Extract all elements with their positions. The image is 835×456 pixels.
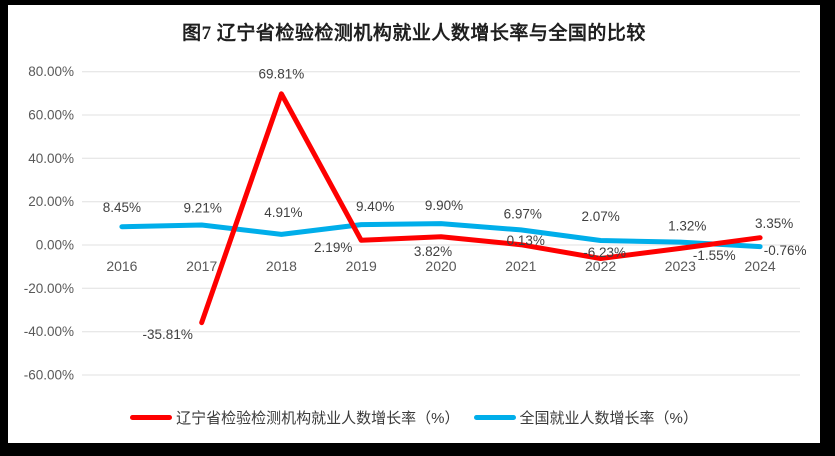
legend: 辽宁省检验检测机构就业人数增长率（%） 全国就业人数增长率（%） bbox=[8, 407, 820, 428]
y-tick-label: 0.00% bbox=[36, 238, 74, 253]
x-tick-label: 2020 bbox=[425, 258, 456, 274]
data-label: -35.81% bbox=[143, 327, 193, 342]
x-tick-label: 2017 bbox=[186, 258, 217, 274]
chart-title: 图7 辽宁省检验检测机构就业人数增长率与全国的比较 bbox=[182, 23, 646, 44]
data-label: 3.35% bbox=[755, 216, 793, 231]
data-label: 9.21% bbox=[184, 201, 222, 216]
legend-label-liaoning: 辽宁省检验检测机构就业人数增长率（%） bbox=[176, 410, 460, 427]
legend-item-liaoning: 辽宁省检验检测机构就业人数增长率（%） bbox=[130, 407, 460, 428]
data-label: 8.45% bbox=[103, 200, 141, 215]
data-label: 69.81% bbox=[259, 66, 305, 81]
data-label: 0.13% bbox=[507, 233, 545, 248]
data-label: 2.07% bbox=[581, 209, 619, 224]
x-tick-label: 2019 bbox=[346, 258, 377, 274]
series-line-national bbox=[119, 221, 763, 250]
y-tick-label: -40.00% bbox=[24, 324, 74, 339]
data-label: -6.23% bbox=[583, 245, 626, 260]
data-label: 3.82% bbox=[414, 244, 452, 259]
x-tick-label: 2021 bbox=[505, 258, 536, 274]
legend-label-national: 全国就业人数增长率（%） bbox=[519, 410, 698, 427]
line-chart-plot: 80.00% 60.00% 40.00% 20.00% 0.00% -20.00% -40.… bbox=[24, 64, 807, 383]
x-tick-label: 2023 bbox=[665, 258, 696, 274]
x-tick-label: 2022 bbox=[585, 258, 616, 274]
chart-canvas: 图7 辽宁省检验检测机构就业人数增长率与全国的比较 80.00% 60.00% 40… bbox=[8, 5, 820, 443]
data-label: 1.32% bbox=[668, 219, 706, 234]
y-tick-label: 80.00% bbox=[28, 64, 74, 79]
series-line-liaoning bbox=[199, 91, 763, 326]
x-tick-label: 2018 bbox=[266, 258, 297, 274]
x-tick-label: 2024 bbox=[745, 258, 776, 274]
legend-swatch-liaoning-icon bbox=[130, 415, 173, 420]
data-label: -0.76% bbox=[764, 243, 807, 258]
x-tick-label: 2016 bbox=[106, 258, 137, 274]
data-label: 4.91% bbox=[264, 205, 302, 220]
data-label: -1.55% bbox=[693, 248, 736, 263]
data-label: 2.19% bbox=[314, 240, 352, 255]
y-tick-label: 20.00% bbox=[28, 194, 74, 209]
y-tick-label: 40.00% bbox=[28, 151, 74, 166]
data-label: 6.97% bbox=[504, 206, 542, 221]
y-tick-label: 60.00% bbox=[28, 108, 74, 123]
data-label: 9.40% bbox=[356, 199, 394, 214]
data-label: 9.90% bbox=[425, 198, 463, 213]
y-tick-label: -20.00% bbox=[24, 281, 74, 296]
legend-item-national: 全国就业人数增长率（%） bbox=[473, 407, 698, 428]
y-tick-label: -60.00% bbox=[24, 368, 74, 383]
legend-swatch-national-icon bbox=[473, 415, 516, 420]
